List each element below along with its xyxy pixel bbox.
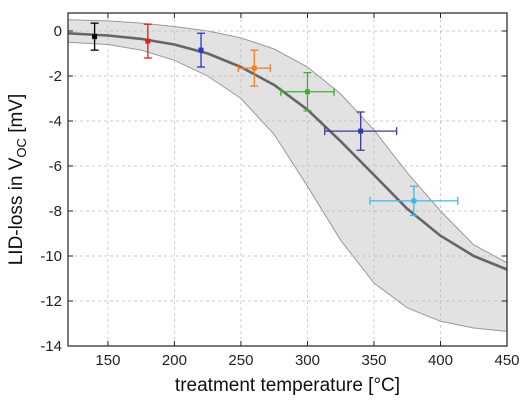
y-tick-label: -4 bbox=[49, 113, 62, 130]
x-tick-label: 150 bbox=[95, 352, 120, 369]
data-marker bbox=[411, 198, 417, 204]
y-axis-title-main: LID-loss in V bbox=[6, 157, 27, 265]
x-tick-label: 300 bbox=[295, 352, 320, 369]
data-marker bbox=[304, 89, 310, 95]
data-point bbox=[90, 22, 99, 51]
data-marker bbox=[92, 34, 98, 40]
x-tick-label: 250 bbox=[228, 352, 253, 369]
ticks-layer: 150 200 250 300 350 400 450 0 -2 -4 -6 -8 -10 -12 -14 bbox=[40, 13, 520, 369]
x-axis-title: treatment temperature [°C] bbox=[175, 375, 400, 396]
y-tick-label: -14 bbox=[40, 338, 62, 355]
confidence-band-lower bbox=[67, 41, 508, 332]
data-point bbox=[143, 23, 152, 59]
plot-frame bbox=[67, 12, 508, 347]
y-tick-label: -10 bbox=[40, 248, 62, 265]
y-tick-label: 0 bbox=[54, 23, 62, 40]
data-point bbox=[280, 71, 335, 112]
y-tick-label: -8 bbox=[49, 203, 62, 220]
data-marker bbox=[198, 47, 204, 53]
data-point bbox=[369, 185, 459, 217]
x-tick-label: 200 bbox=[162, 352, 187, 369]
confidence-band-area bbox=[68, 19, 507, 332]
confidence-band-layer bbox=[67, 19, 508, 332]
y-axis-title-subscript: OC bbox=[14, 138, 29, 158]
y-tick-label: -6 bbox=[49, 158, 62, 175]
y-tick-label: -2 bbox=[49, 68, 62, 85]
data-point bbox=[324, 111, 398, 151]
x-tick-label: 350 bbox=[361, 352, 386, 369]
y-axis-title-unit: [mV] bbox=[6, 94, 27, 138]
grid-layer bbox=[68, 13, 507, 346]
y-axis-title: LID-loss in VOC [mV] bbox=[6, 94, 29, 266]
data-marker bbox=[358, 128, 364, 134]
x-tick-label: 450 bbox=[494, 352, 519, 369]
data-point bbox=[197, 32, 206, 68]
data-marker bbox=[145, 38, 151, 44]
data-marker bbox=[251, 65, 257, 71]
data-point bbox=[237, 49, 271, 87]
y-tick-label: -12 bbox=[40, 293, 62, 310]
data-points-layer bbox=[90, 22, 459, 217]
x-tick-label: 400 bbox=[428, 352, 453, 369]
